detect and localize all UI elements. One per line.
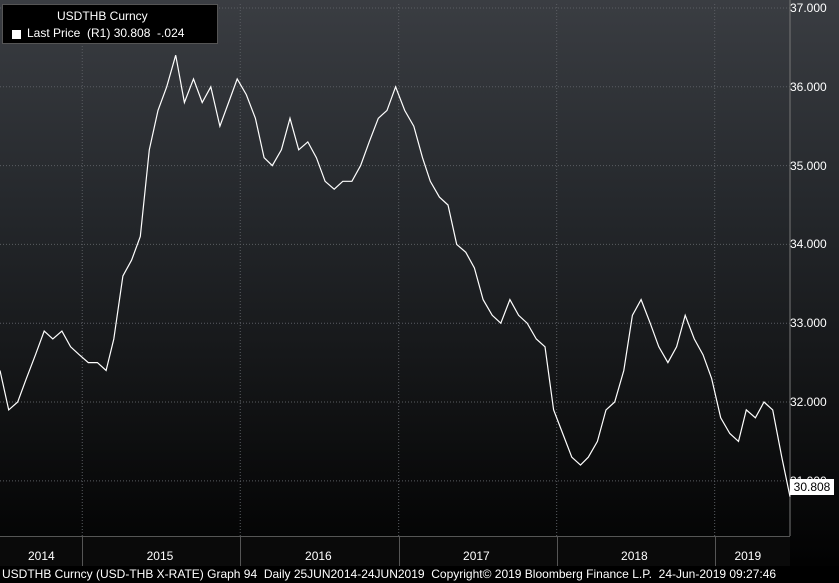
legend-swatch-icon [12,30,21,39]
legend-series-row: Last Price (R1) 30.808 -.024 [27,26,185,40]
last-value-label: 30.808 [790,479,834,495]
y-tick-label: 34.000 [790,237,827,252]
x-axis-separator [240,537,242,567]
y-tick-label: 33.000 [790,316,827,331]
footer-caption: USDTHB Curncy (USD-THB X-RATE) Graph 94 … [0,566,839,583]
x-axis-separator [82,537,84,567]
x-axis-separator [556,537,558,567]
x-tick-label: 2014 [27,549,55,563]
x-axis-separator [398,537,400,567]
legend: USDTHB Curncy Last Price (R1) 30.808 -.0… [2,4,218,44]
x-tick-label: 2015 [146,549,174,563]
x-tick-label: 2016 [305,549,332,563]
x-tick-label: 2017 [463,549,490,563]
x-axis: 2014 2015 2016 2017 2018 2019 [0,536,790,567]
x-tick-label: 2019 [734,549,762,563]
legend-title: USDTHB Curncy [57,9,148,23]
x-tick-label: 2018 [621,549,648,563]
series-line-last-price [0,55,791,497]
y-tick-label: 32.000 [790,395,827,409]
y-tick-label: 37.000 [790,0,827,15]
y-tick-label: 35.000 [790,158,827,173]
x-axis-separator [714,537,716,567]
y-tick-label: 36.000 [790,79,827,94]
